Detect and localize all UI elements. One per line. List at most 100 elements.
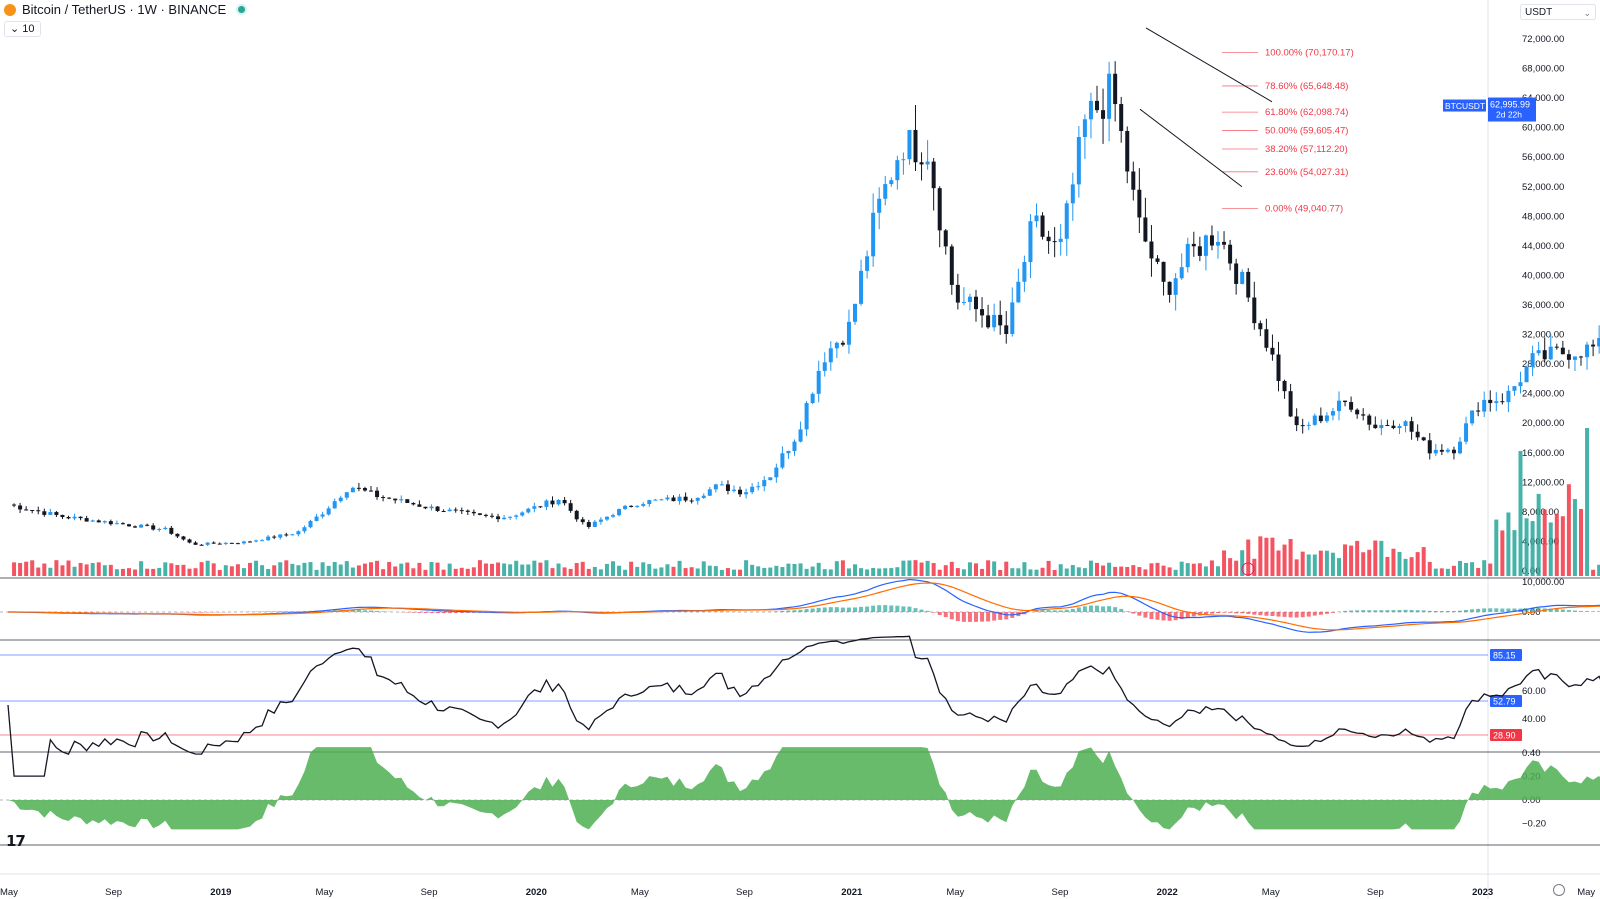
candle-body <box>683 496 688 501</box>
candle-body <box>659 499 664 501</box>
candle-body <box>1397 425 1402 429</box>
candle-body <box>556 500 561 505</box>
candle-body <box>538 506 543 508</box>
candle-body <box>108 521 113 525</box>
macd-hist-bar <box>362 610 367 612</box>
volume-bar <box>810 566 815 576</box>
volume-bar <box>707 565 712 576</box>
candle-body <box>429 506 434 509</box>
macd-hist-bar <box>417 612 422 613</box>
macd-hist-bar <box>853 607 857 612</box>
volume-bar <box>1095 562 1099 576</box>
candle-body <box>1482 399 1487 412</box>
volume-bar <box>1040 567 1045 576</box>
macd-hist-bar <box>846 607 851 612</box>
candle-body <box>738 489 743 495</box>
macd-hist-bar <box>1282 612 1287 617</box>
currency-select[interactable]: USDT ⌄ <box>1520 4 1596 20</box>
candle-body <box>1064 203 1069 239</box>
volume-bar <box>60 565 65 576</box>
candle-body <box>229 542 234 544</box>
volume-bar <box>804 568 809 576</box>
candle-body <box>260 540 265 542</box>
volume-bar <box>532 560 537 576</box>
volume-bar <box>1548 522 1553 576</box>
macd-hist-bar <box>889 605 894 612</box>
macd-hist-bar <box>1591 611 1596 612</box>
rsi-tick-label: 60.00 <box>1522 686 1546 697</box>
candle-body <box>1016 281 1021 303</box>
volume-bar <box>205 560 210 576</box>
macd-hist-bar <box>1064 609 1069 612</box>
time-axis-label: Sep <box>421 887 438 898</box>
candle-body <box>713 484 718 490</box>
volume-bar <box>1373 540 1378 576</box>
macd-hist-bar <box>1270 612 1275 617</box>
rsi-level-badge <box>1490 649 1522 661</box>
macd-hist-bar <box>1476 608 1481 612</box>
volume-bar <box>816 562 821 576</box>
time-axis-label: Sep <box>1051 887 1068 898</box>
candle-body <box>1385 424 1390 426</box>
candle-body <box>84 518 89 522</box>
macd-hist-bar <box>1119 608 1124 612</box>
symbol-header[interactable]: Bitcoin / TetherUS · 1W · BINANCE <box>4 2 246 17</box>
volume-bar <box>901 560 906 576</box>
volume-length-pill[interactable]: ⌄ 10 <box>4 21 41 37</box>
candle-body <box>1022 261 1027 282</box>
macd-hist-bar <box>193 612 198 613</box>
macd-hist-bar <box>1585 611 1590 612</box>
candle-body <box>1209 235 1214 246</box>
volume-bar <box>1318 550 1323 576</box>
candle-body <box>707 489 712 496</box>
tradingview-logo[interactable]: 17 <box>6 832 26 850</box>
candle-body <box>967 296 972 303</box>
symbol-title[interactable]: Bitcoin / TetherUS · 1W · BINANCE <box>22 2 227 17</box>
volume-bar <box>1572 499 1577 576</box>
candle-body <box>1597 338 1600 347</box>
volume-bar <box>653 568 658 576</box>
candle-body <box>381 497 386 499</box>
candle-body <box>320 514 325 517</box>
volume-bar <box>1494 519 1499 576</box>
volume-bar <box>907 560 912 576</box>
candle-body <box>417 504 422 507</box>
volume-bar <box>459 567 464 576</box>
time-axis-label: May <box>1262 887 1280 898</box>
volume-bar <box>381 569 386 576</box>
macd-hist-bar <box>1330 612 1335 613</box>
current-price-badge <box>1488 97 1536 122</box>
macd-hist-bar <box>344 610 349 612</box>
candle-body <box>441 511 446 513</box>
candle-body <box>459 510 464 512</box>
settings-gear-icon[interactable] <box>1553 884 1565 896</box>
candle-body <box>193 542 198 545</box>
volume-bar <box>719 569 724 576</box>
candle-body <box>980 309 985 316</box>
candle-body <box>241 541 246 544</box>
macd-hist-bar <box>1143 612 1148 618</box>
macd-hist-bar <box>828 607 833 612</box>
candle-body <box>326 508 331 515</box>
volume-bar <box>362 563 367 576</box>
volume-bar <box>1433 568 1438 576</box>
volume-bar <box>411 568 416 576</box>
macd-hist-bar <box>1361 610 1366 612</box>
volume-bar <box>1064 568 1069 576</box>
volume-bar <box>1155 562 1160 576</box>
volume-bar <box>617 565 622 576</box>
volume-bar <box>1179 561 1184 576</box>
volume-bar <box>647 564 652 576</box>
candle-body <box>574 510 579 520</box>
macd-hist-bar <box>804 609 809 612</box>
macd-hist-bar <box>1294 612 1299 618</box>
volume-bar <box>1119 566 1124 576</box>
candle-body <box>653 499 658 501</box>
candle-body <box>1185 243 1190 268</box>
volume-bar <box>1028 569 1033 576</box>
macd-hist-bar <box>1548 608 1553 612</box>
volume-bar <box>217 569 222 576</box>
macd-hist-bar <box>369 610 373 612</box>
volume-bar <box>375 560 380 576</box>
